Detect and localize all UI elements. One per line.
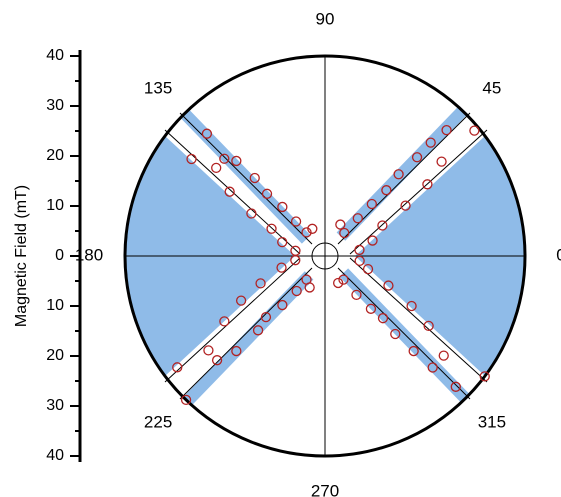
fit-line <box>164 257 301 383</box>
theta-tick-label: 90 <box>316 9 335 28</box>
data-point <box>425 137 436 148</box>
data-point <box>304 282 315 293</box>
theta-tick-label: 225 <box>144 412 172 431</box>
data-point <box>362 264 374 275</box>
data-point <box>219 153 230 164</box>
r-tick-label: 20 <box>46 347 64 364</box>
data-point <box>277 299 288 311</box>
r-tick-label: 40 <box>46 447 64 464</box>
data-point <box>277 236 288 248</box>
r-tick-label: 0 <box>55 247 64 264</box>
data-point <box>422 179 433 190</box>
theta-tick-label: 315 <box>478 412 506 431</box>
data-point <box>390 328 401 340</box>
shading <box>78 50 527 462</box>
data-point <box>301 227 312 238</box>
theta-tick-label: 0 <box>556 245 561 264</box>
r-tick-label: 30 <box>46 97 64 114</box>
data-point <box>365 303 377 314</box>
data-point <box>436 156 447 167</box>
data-point <box>427 362 438 373</box>
data-point <box>231 345 242 357</box>
data-point <box>366 198 377 210</box>
data-point <box>246 208 257 219</box>
data-point <box>333 277 344 289</box>
data-point <box>290 216 302 227</box>
theta-tick-label: 180 <box>75 245 103 264</box>
data-point <box>408 345 419 357</box>
data-point <box>252 325 264 336</box>
data-point <box>423 320 434 332</box>
fit-line <box>337 267 471 400</box>
theta-tick-label: 135 <box>144 79 172 98</box>
data-point <box>450 381 461 392</box>
data-point <box>261 188 273 199</box>
data-point <box>290 245 301 256</box>
data-point <box>383 280 394 291</box>
r-tick-label: 30 <box>46 397 64 414</box>
data-point <box>354 255 365 267</box>
outer-circle <box>123 54 527 458</box>
theta-tick-label: 45 <box>482 79 501 98</box>
r-tick-label: 20 <box>46 147 64 164</box>
data-point <box>255 278 266 289</box>
data-point <box>219 316 230 327</box>
data-point <box>224 186 235 197</box>
theta-tick-label: 270 <box>311 481 339 497</box>
data-point <box>276 262 287 273</box>
data-point <box>367 235 378 246</box>
data-point <box>180 394 192 406</box>
data-point <box>335 219 346 230</box>
data-point <box>381 185 392 196</box>
data-point <box>290 255 301 266</box>
data-point <box>260 311 272 323</box>
data-point <box>411 152 423 163</box>
fit-line <box>179 267 313 400</box>
data-point <box>235 295 247 306</box>
data-point <box>186 153 197 165</box>
data-point <box>266 223 277 234</box>
data-point <box>339 227 350 239</box>
data-point <box>211 355 223 366</box>
band <box>183 271 314 406</box>
data-point <box>469 125 480 136</box>
data-point <box>231 155 242 167</box>
data-point <box>307 223 318 234</box>
data-point <box>377 220 388 231</box>
data-point <box>351 289 362 301</box>
data-point <box>479 371 490 382</box>
data-point <box>203 345 214 356</box>
data-point <box>277 201 288 213</box>
r-tick-label: 40 <box>46 47 64 64</box>
data-point <box>338 274 349 285</box>
axis-label: Magnetic Field (mT) <box>13 185 30 327</box>
fit-line <box>349 257 488 383</box>
r-tick-label: 10 <box>46 197 64 214</box>
data-point <box>201 128 213 139</box>
fit-line <box>164 129 301 255</box>
data-point <box>377 313 389 324</box>
data-point <box>249 172 260 184</box>
data-point <box>441 124 452 136</box>
r-tick-label: 10 <box>46 297 64 314</box>
data-point <box>211 162 222 174</box>
fit-line <box>349 129 488 255</box>
data-point <box>438 350 449 361</box>
data-point <box>354 244 365 256</box>
data-point <box>406 300 417 312</box>
data-point <box>291 285 302 297</box>
data-point <box>172 362 183 373</box>
data-point <box>400 200 411 211</box>
data-point <box>352 213 363 224</box>
data-point <box>393 169 404 180</box>
